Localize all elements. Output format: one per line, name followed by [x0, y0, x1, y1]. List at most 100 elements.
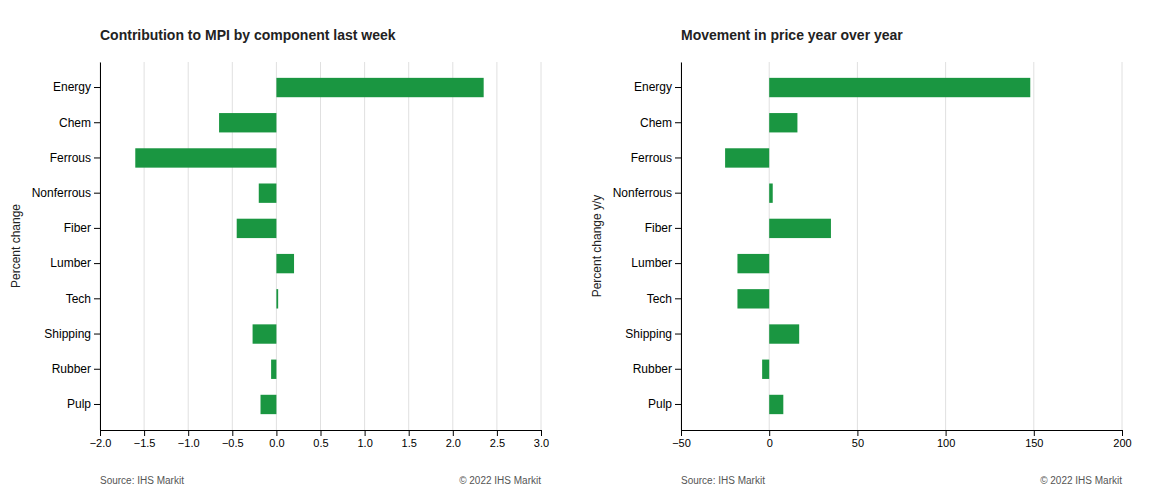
tick-mark: [94, 193, 100, 194]
tick-label: 200: [1113, 437, 1131, 449]
tick: 2.0: [446, 430, 461, 449]
tick-mark: [94, 157, 100, 158]
tick-label: Rubber: [52, 362, 91, 376]
grid-line: [320, 62, 321, 430]
annotation: Source: IHS Markit: [100, 475, 184, 486]
bar: [769, 113, 797, 132]
grid-line: [1122, 62, 1123, 430]
bar: [769, 219, 831, 238]
bar: [135, 148, 276, 167]
tick: 1.0: [357, 430, 372, 449]
tick-mark: [232, 430, 233, 436]
axis-title: Percent change y/y: [590, 195, 604, 298]
bar: [253, 324, 277, 343]
tick-label: 3.0: [534, 437, 549, 449]
value-axis: −50050100150200: [672, 430, 1132, 449]
tick: −1.0: [178, 430, 200, 449]
tick-mark: [675, 228, 681, 229]
tick-label: Nonferrous: [32, 186, 91, 200]
tick: −2.0: [90, 430, 112, 449]
tick-label: Nonferrous: [613, 186, 672, 200]
tick-mark: [100, 430, 101, 436]
grid-line: [541, 62, 542, 430]
tick-mark: [675, 157, 681, 158]
tick-mark: [94, 122, 100, 123]
tick-mark: [94, 228, 100, 229]
grid-line: [496, 62, 497, 430]
bars: [135, 78, 483, 414]
tick-label: 150: [1025, 437, 1043, 449]
bar: [271, 360, 276, 379]
grid-line: [452, 62, 453, 430]
tick-mark: [675, 263, 681, 264]
annotation: © 2022 IHS Markit: [1040, 475, 1122, 486]
tick: Pulp: [67, 397, 100, 411]
tick-label: Lumber: [631, 256, 672, 270]
axis-line: [681, 63, 682, 431]
tick: Tech: [647, 292, 681, 306]
tick-mark: [675, 122, 681, 123]
bar: [769, 183, 773, 202]
tick-label: Ferrous: [50, 151, 91, 165]
tick-mark: [276, 430, 277, 436]
tick-mark: [94, 334, 100, 335]
tick-label: Shipping: [625, 327, 672, 341]
bar: [769, 78, 1030, 97]
category-axis: EnergyChemFerrousNonferrousFiberLumberTe…: [613, 63, 682, 431]
tick: Lumber: [50, 256, 100, 270]
chart-title: Contribution to MPI by component last we…: [100, 27, 396, 43]
grid-line: [681, 62, 682, 430]
grid-line: [364, 62, 365, 430]
bar: [737, 289, 769, 308]
tick: Chem: [59, 116, 100, 130]
tick-label: Pulp: [67, 397, 91, 411]
tick-label: Fiber: [645, 221, 672, 235]
tick: 1.5: [402, 430, 417, 449]
grid-line: [857, 62, 858, 430]
tick-label: 1.0: [357, 437, 372, 449]
tick-mark: [541, 430, 542, 436]
tick-label: Lumber: [50, 256, 91, 270]
bar: [219, 113, 276, 132]
tick: Ferrous: [631, 151, 681, 165]
tick-mark: [1034, 430, 1035, 436]
tick: Shipping: [625, 327, 681, 341]
bar: [259, 183, 277, 202]
tick: Rubber: [52, 362, 100, 376]
tick-mark: [144, 430, 145, 436]
tick-label: Chem: [59, 116, 91, 130]
panel: −50050100150200EnergyChemFerrousNonferro…: [590, 27, 1132, 486]
category-axis: EnergyChemFerrousNonferrousFiberLumberTe…: [32, 63, 101, 431]
tick: −1.5: [134, 430, 156, 449]
grid: [681, 62, 1122, 430]
tick-mark: [857, 430, 858, 436]
tick-label: −1.0: [178, 437, 200, 449]
tick: −50: [672, 430, 691, 449]
tick-label: 0.0: [269, 437, 284, 449]
bar: [762, 360, 769, 379]
bar: [276, 289, 278, 308]
grid-line: [144, 62, 145, 430]
tick-mark: [675, 298, 681, 299]
tick-mark: [681, 430, 682, 436]
tick: Nonferrous: [613, 186, 681, 200]
tick: 2.5: [490, 430, 505, 449]
tick: Rubber: [633, 362, 681, 376]
tick: Pulp: [648, 397, 681, 411]
tick: Lumber: [631, 256, 681, 270]
tick: 0.5: [313, 430, 328, 449]
tick-label: Shipping: [44, 327, 91, 341]
tick-label: −50: [672, 437, 691, 449]
axis-line: [101, 431, 542, 437]
tick-label: −1.5: [134, 437, 156, 449]
tick-label: 1.5: [402, 437, 417, 449]
tick: 100: [937, 430, 955, 449]
tick: Nonferrous: [32, 186, 100, 200]
tick-label: 100: [937, 437, 955, 449]
tick-mark: [94, 369, 100, 370]
chart-title: Movement in price year over year: [681, 27, 903, 43]
tick-label: 50: [852, 437, 864, 449]
tick: Fiber: [645, 221, 681, 235]
grid-line: [945, 62, 946, 430]
tick-mark: [675, 87, 681, 88]
